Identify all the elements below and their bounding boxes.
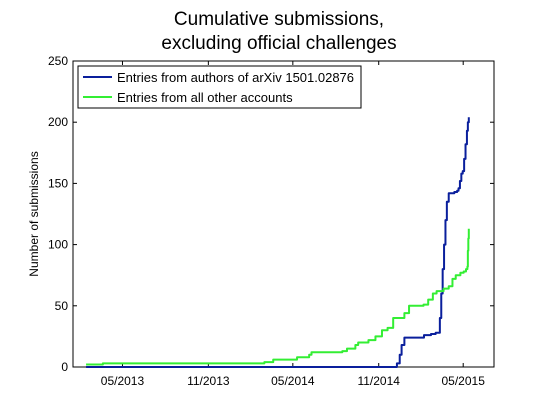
x-tick-label: 05/2013 xyxy=(101,374,145,388)
x-tick-label: 05/2015 xyxy=(441,374,485,388)
plot-area xyxy=(72,60,495,368)
y-axis: 0 50 100 150 200 250 xyxy=(48,54,494,374)
y-tick-label: 0 xyxy=(61,360,68,374)
legend-label-1: Entries from authors of arXiv 1501.02876 xyxy=(117,70,354,85)
chart-title-line-2: excluding official challenges xyxy=(161,33,396,54)
x-tick-label: 11/2013 xyxy=(187,374,230,388)
chart-title-line-1: Cumulative submissions, xyxy=(174,9,384,30)
series-line-2 xyxy=(86,228,470,366)
legend-label-2: Entries from all other accounts xyxy=(117,90,293,105)
x-tick-label: 05/2014 xyxy=(271,374,315,388)
series-lines xyxy=(86,117,470,368)
y-tick-label: 100 xyxy=(48,238,68,252)
y-tick-label: 50 xyxy=(55,299,69,313)
y-tick-label: 200 xyxy=(48,115,68,129)
legend-box xyxy=(77,65,362,109)
y-tick-label: 250 xyxy=(48,54,68,68)
x-tick-label: 11/2014 xyxy=(357,374,400,388)
y-axis-label: Number of submissions xyxy=(27,151,41,276)
y-tick-label: 150 xyxy=(48,176,68,190)
x-axis: 05/2013 11/2013 05/2014 11/2014 05/2015 xyxy=(101,61,485,388)
series-line-1 xyxy=(86,117,470,368)
legend: Entries from authors of arXiv 1501.02876… xyxy=(77,65,362,109)
